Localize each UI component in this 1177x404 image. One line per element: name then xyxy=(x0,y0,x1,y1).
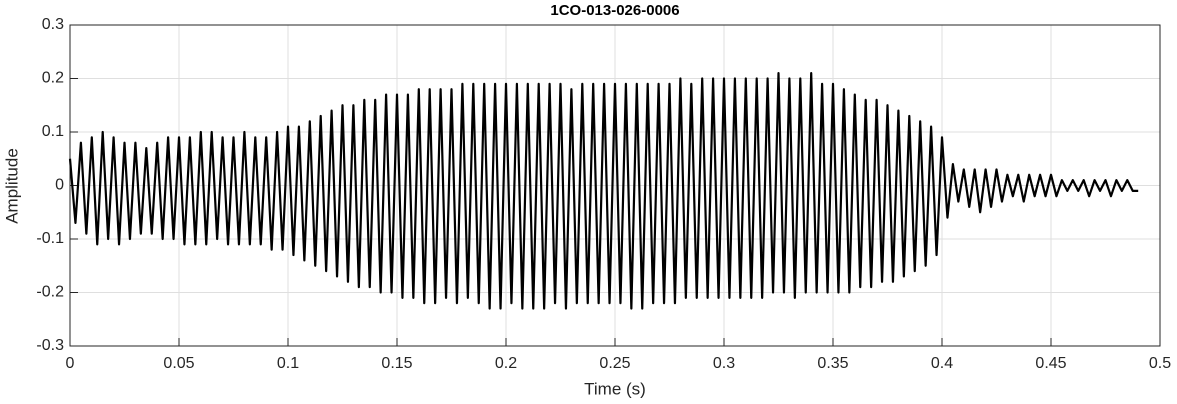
y-tick-label: 0 xyxy=(55,177,64,194)
y-tick-label: 0.1 xyxy=(42,123,64,140)
plot-frame xyxy=(69,24,1161,347)
y-tick-label: -0.2 xyxy=(36,284,64,301)
x-tick-label: 0.05 xyxy=(163,355,194,372)
x-tick-label: 0.3 xyxy=(713,355,735,372)
x-tick-label: 0.45 xyxy=(1035,355,1066,372)
x-axis-label: Time (s) xyxy=(584,379,646,398)
y-tick-label: 0.3 xyxy=(42,16,64,33)
x-tick-label: 0.1 xyxy=(277,355,299,372)
x-tick-label: 0.15 xyxy=(381,355,412,372)
x-tick-label: 0.4 xyxy=(931,355,953,372)
chart-title: 1CO-013-026-0006 xyxy=(550,2,679,19)
y-axis-label: Amplitude xyxy=(2,148,21,224)
y-tick-label: -0.1 xyxy=(36,230,64,247)
y-tick-label: -0.3 xyxy=(36,337,64,354)
waveform-line xyxy=(68,72,1139,310)
x-tick-label: 0.35 xyxy=(817,355,848,372)
x-tick-label: 0 xyxy=(66,355,75,372)
x-tick-label: 0.2 xyxy=(495,355,517,372)
x-tick-label: 0.25 xyxy=(599,355,630,372)
y-tick-label: 0.2 xyxy=(42,70,64,87)
x-tick-label: 0.5 xyxy=(1149,355,1171,372)
